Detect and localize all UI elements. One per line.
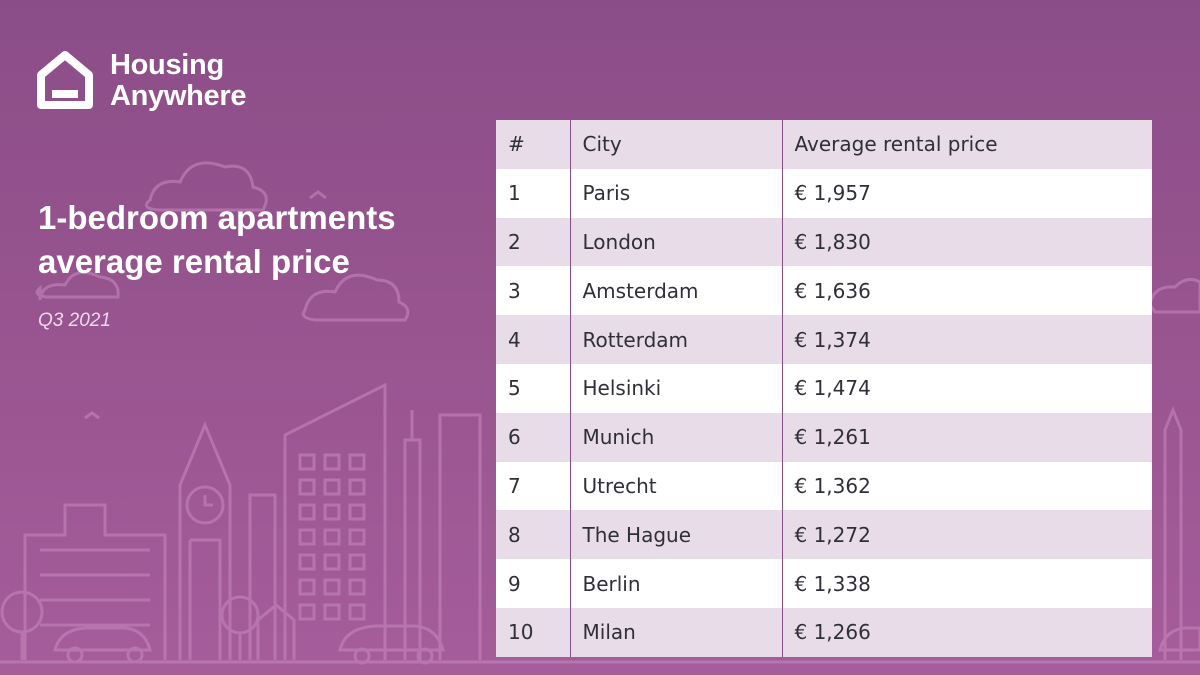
- column-header-price: Average rental price: [781, 120, 1152, 169]
- table-row: 3 Amsterdam € 1,636: [496, 266, 1152, 316]
- city-cell: Paris: [569, 168, 782, 218]
- rank-cell: 8: [508, 522, 521, 547]
- brand-name: Housing Anywhere: [110, 49, 247, 112]
- price-cell: € 1,374: [781, 315, 1152, 364]
- brand-name-line1: Housing: [110, 49, 224, 81]
- price-cell: € 1,830: [781, 217, 1152, 267]
- rank-cell: 3: [508, 278, 521, 303]
- table-header-row: # City Average rental price: [496, 120, 1152, 169]
- table-row: 8 The Hague € 1,272: [496, 510, 1152, 560]
- rank-cell: 6: [508, 425, 521, 450]
- rank-cell: 5: [508, 376, 521, 401]
- table-row: 5 Helsinki € 1,474: [496, 363, 1152, 413]
- rank-cell: 1: [508, 181, 521, 206]
- table-row: 4 Rotterdam € 1,374: [496, 315, 1152, 364]
- table-row: 1 Paris € 1,957: [496, 168, 1152, 218]
- city-cell: Milan: [569, 607, 782, 657]
- chart-title-line2: average rental price: [38, 243, 350, 280]
- price-cell: € 1,474: [781, 363, 1152, 413]
- city-cell: Amsterdam: [569, 266, 782, 316]
- price-cell: € 1,362: [781, 461, 1152, 511]
- table-row: 7 Utrecht € 1,362: [496, 461, 1152, 511]
- column-header-city: City: [569, 120, 782, 169]
- price-cell: € 1,636: [781, 266, 1152, 316]
- city-cell: Berlin: [569, 559, 782, 608]
- rank-cell: 4: [508, 327, 521, 352]
- column-header-rank: #: [508, 132, 525, 157]
- city-cell: Utrecht: [569, 461, 782, 511]
- rental-price-table: # City Average rental price 1 Paris € 1,…: [496, 120, 1152, 657]
- rank-cell: 9: [508, 571, 521, 596]
- brand-name-line2: Anywhere: [110, 80, 247, 112]
- price-cell: € 1,261: [781, 412, 1152, 462]
- house-icon: [37, 51, 93, 109]
- price-cell: € 1,272: [781, 510, 1152, 560]
- table-row: 6 Munich € 1,261: [496, 412, 1152, 462]
- brand-logo[interactable]: Housing Anywhere: [36, 49, 247, 112]
- price-cell: € 1,266: [781, 607, 1152, 657]
- city-cell: London: [569, 217, 782, 267]
- period-label: Q3 2021: [38, 310, 111, 331]
- city-cell: Munich: [569, 412, 782, 462]
- price-cell: € 1,338: [781, 559, 1152, 608]
- city-cell: Helsinki: [569, 363, 782, 413]
- rank-cell: 7: [508, 473, 521, 498]
- table-row: 10 Milan € 1,266: [496, 607, 1152, 657]
- rank-cell: 10: [508, 620, 534, 645]
- city-cell: The Hague: [569, 510, 782, 560]
- chart-title-line1: 1-bedroom apartments: [38, 199, 396, 236]
- price-cell: € 1,957: [781, 168, 1152, 218]
- table-row: 2 London € 1,830: [496, 217, 1152, 267]
- table-row: 9 Berlin € 1,338: [496, 559, 1152, 608]
- rank-cell: 2: [508, 229, 521, 254]
- chart-title: 1-bedroom apartments average rental pric…: [38, 196, 458, 284]
- city-cell: Rotterdam: [569, 315, 782, 364]
